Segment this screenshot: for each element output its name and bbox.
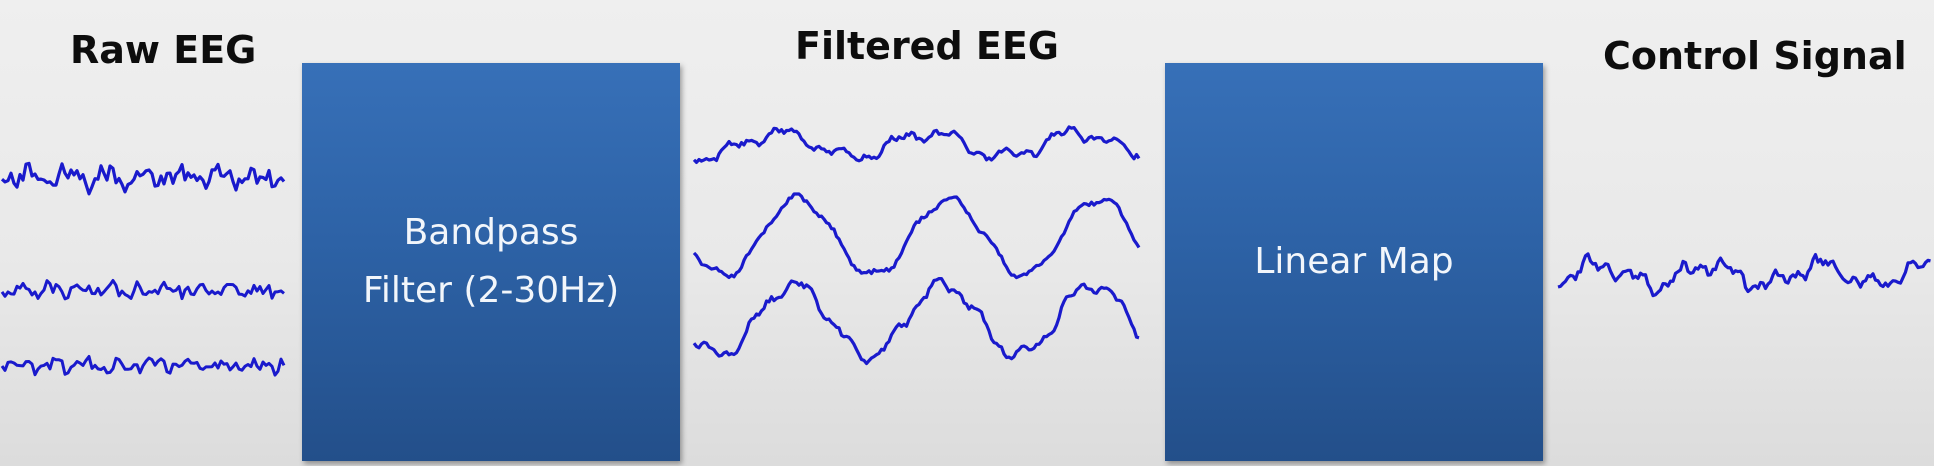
filtered-eeg-trace-3 (692, 277, 1140, 366)
control-signal-label: Control Signal (1603, 34, 1907, 78)
raw-eeg-trace-3 (0, 355, 286, 377)
filtered-eeg-trace-1 (692, 125, 1141, 164)
linear-map-text: Linear Map (1254, 241, 1454, 282)
raw-eeg-label: Raw EEG (70, 28, 257, 72)
linear-map-block: Linear Map (1165, 63, 1543, 461)
bandpass-filter-line2: Filter (2-30Hz) (362, 270, 620, 311)
raw-eeg-trace-2 (0, 279, 285, 301)
filtered-eeg-trace-2 (692, 192, 1141, 280)
raw-eeg-trace-1 (0, 161, 286, 196)
control-signal-trace (1557, 252, 1931, 298)
bandpass-filter-block: Bandpass Filter (2-30Hz) (302, 63, 680, 461)
bandpass-filter-line1: Bandpass (403, 212, 579, 253)
filtered-eeg-label: Filtered EEG (795, 24, 1059, 68)
